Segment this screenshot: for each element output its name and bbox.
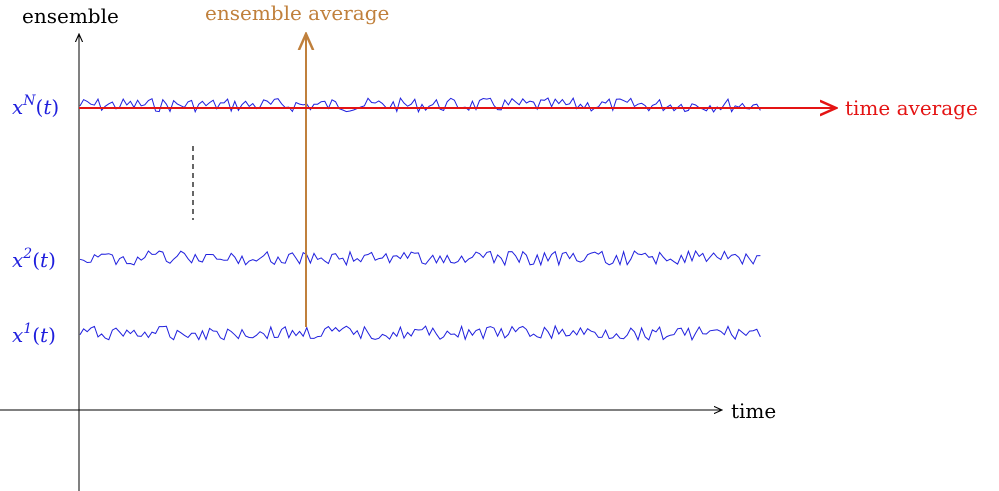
ensemble-axis-label: ensemble — [22, 4, 119, 28]
signal-label-N: xN(t) — [12, 93, 59, 119]
time-axis-label: time — [731, 399, 776, 423]
signal-trace-N — [79, 96, 761, 114]
time-average-label: time average — [845, 96, 978, 120]
ensemble-average-label: ensemble average — [205, 1, 389, 25]
signal-label-2: x2(t) — [12, 246, 56, 272]
signal-traces — [79, 96, 761, 342]
signal-label-1: x1(t) — [12, 321, 56, 347]
signal-trace-1 — [79, 324, 761, 342]
signal-trace-2 — [79, 249, 761, 267]
signal-labels: xN(t) x2(t) x1(t) — [12, 93, 59, 347]
